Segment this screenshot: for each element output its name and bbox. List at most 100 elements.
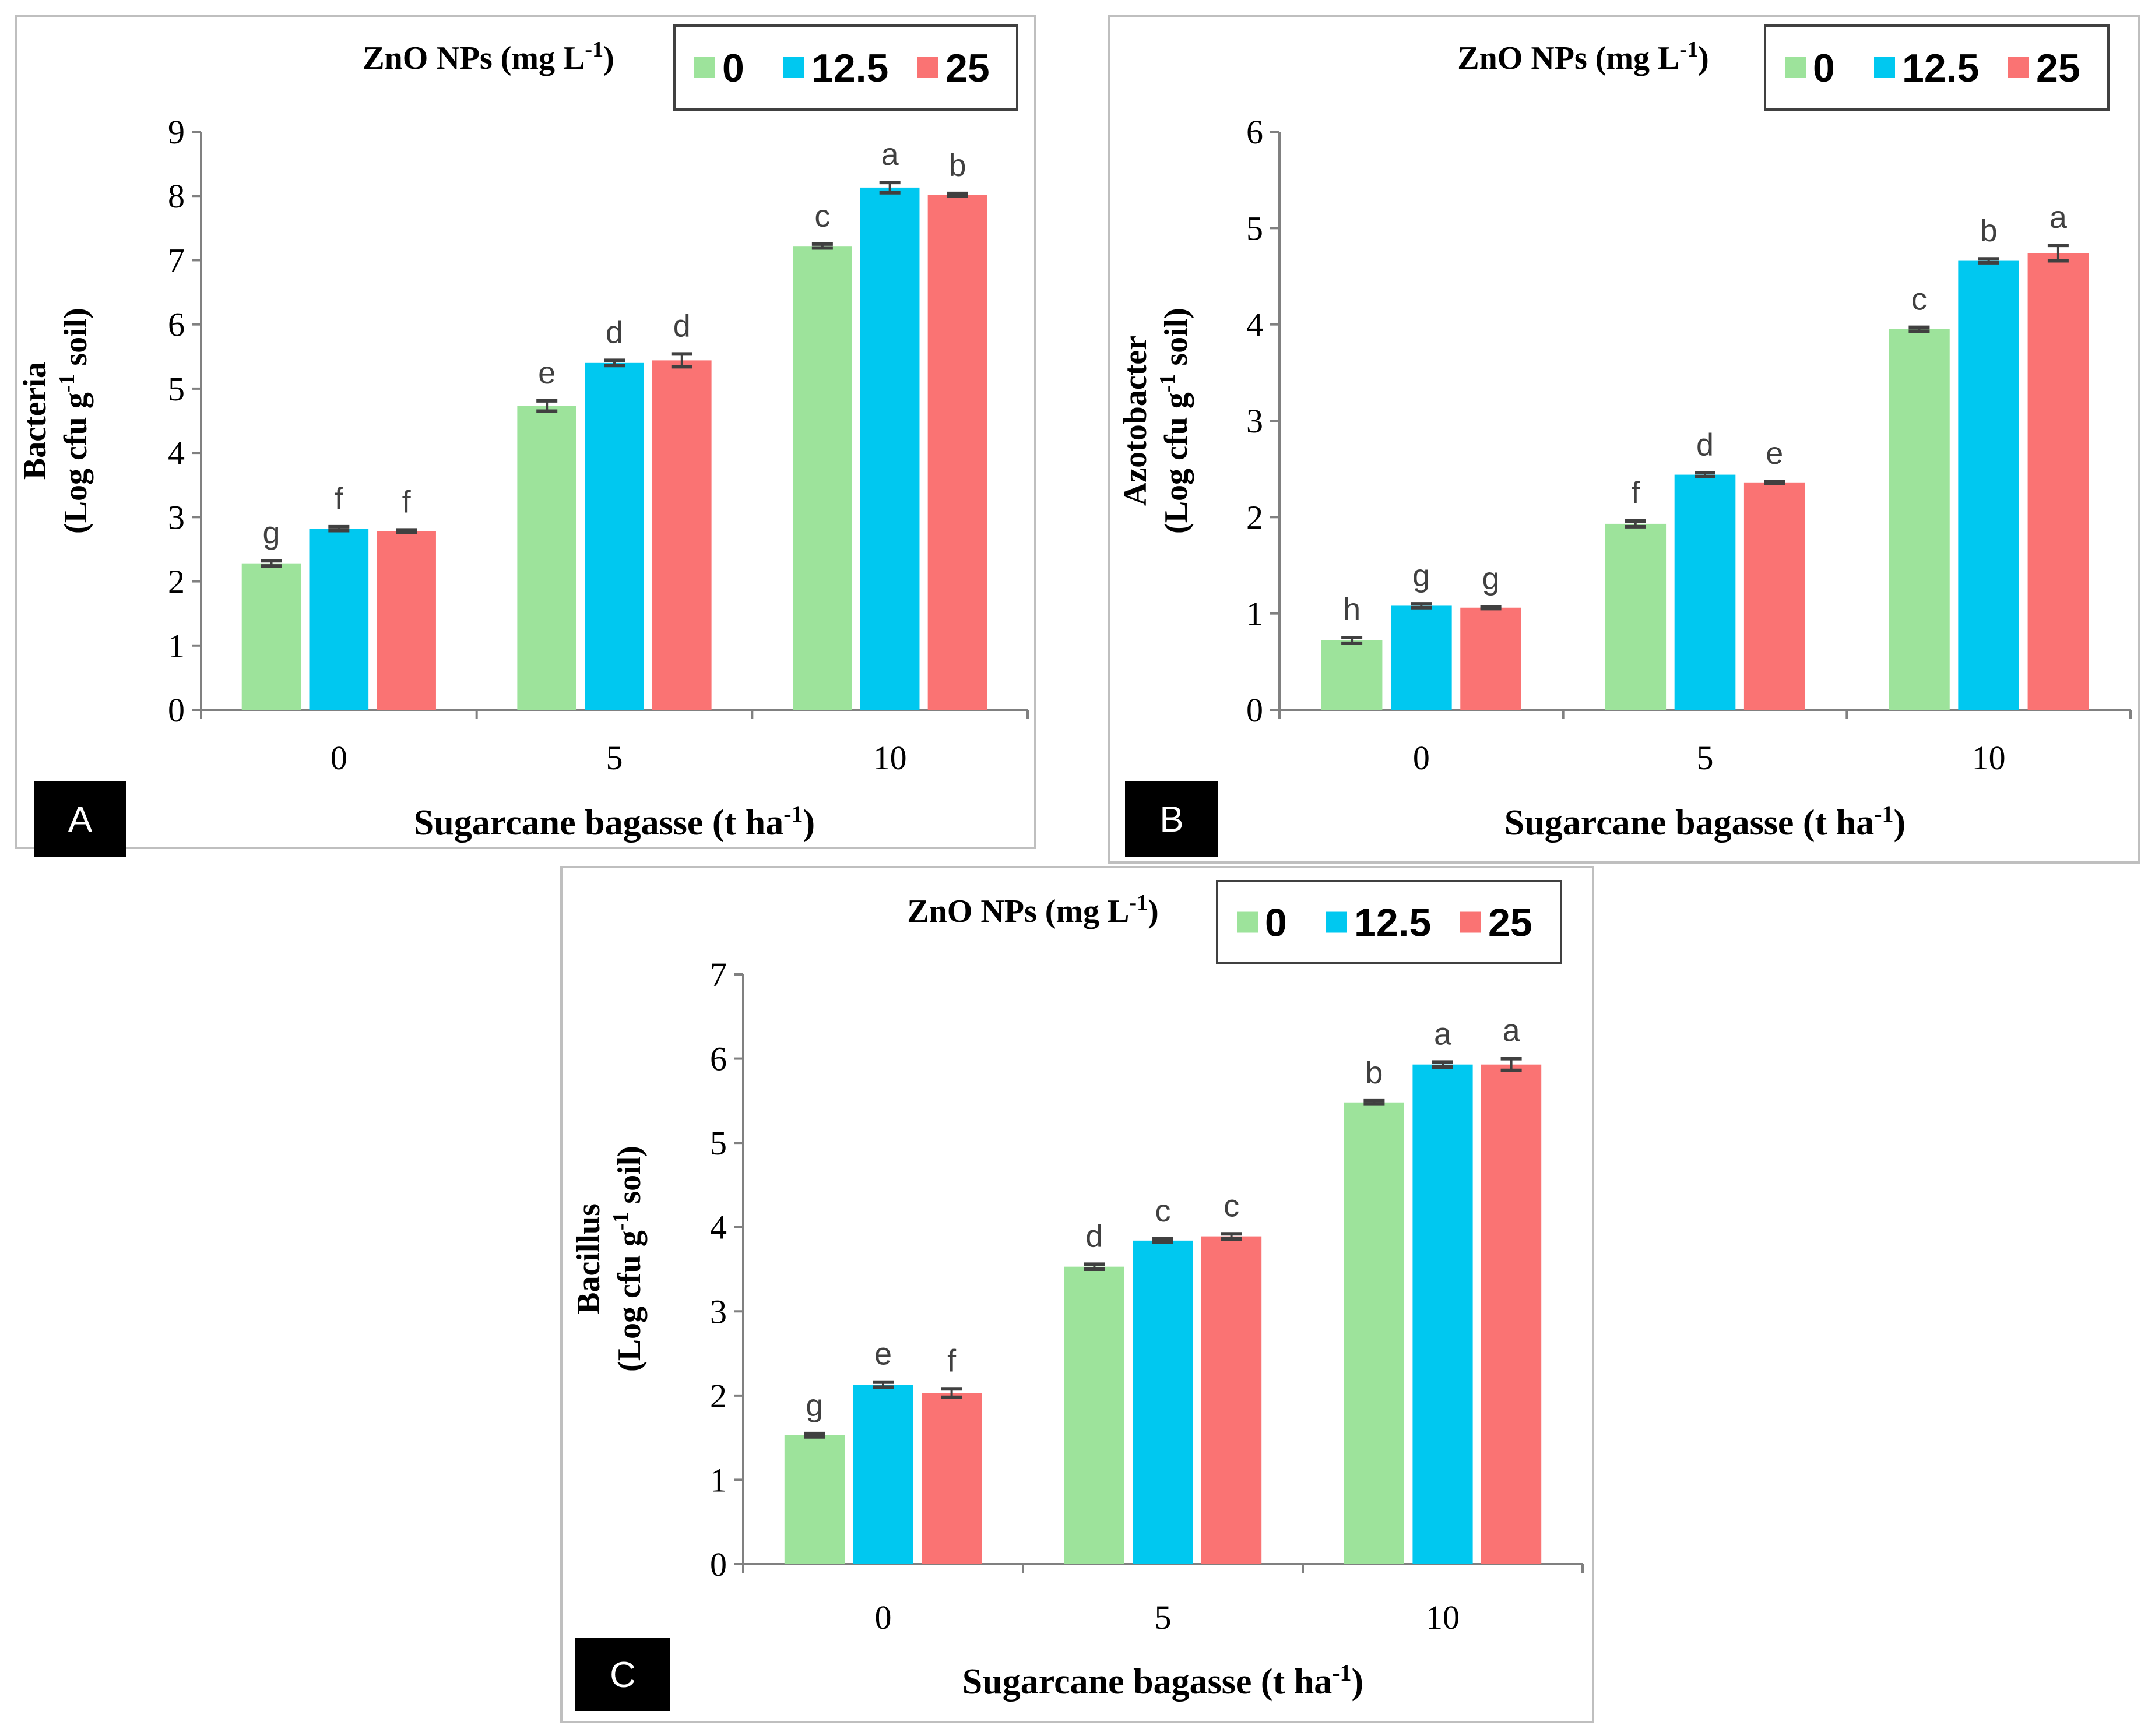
legend-title-text: ZnO NPs (mg L <box>1457 40 1679 76</box>
x-tick-label: 5 <box>1697 739 1714 777</box>
legend-title-close: ) <box>1698 40 1709 76</box>
x-axis-title-text: Sugarcane bagasse (t ha <box>414 803 783 843</box>
y-axis-title: Bacillus (Log cfu g-1 soil) <box>571 1146 648 1372</box>
y-tick-label: 0 <box>1246 691 1263 729</box>
y-tick-label: 4 <box>710 1209 727 1246</box>
x-axis-title-close: ) <box>1894 803 1906 843</box>
y-tick-label: 1 <box>1246 595 1263 633</box>
y-tick-label: 3 <box>168 498 185 536</box>
panel-label: A <box>68 800 93 840</box>
bar-25-5 <box>652 360 712 710</box>
legend-swatch-12_5 <box>1326 911 1347 933</box>
y-tick-label: 8 <box>168 177 185 215</box>
bar-25-5 <box>1201 1236 1262 1564</box>
y-tick-label: 6 <box>168 306 185 344</box>
significance-letter: e <box>874 1337 892 1372</box>
y-axis-title: Bacteria (Log cfu g-1 soil) <box>17 308 94 534</box>
x-axis-title-sup: -1 <box>783 801 803 827</box>
x-axis-title-text: Sugarcane bagasse (t ha <box>962 1662 1332 1702</box>
y-tick-label: 4 <box>1246 306 1263 344</box>
y-axis-title-unit-end: soil) <box>611 1146 648 1212</box>
significance-letter: g <box>1482 561 1500 596</box>
y-tick-label: 2 <box>168 563 185 601</box>
significance-letter: d <box>673 308 691 343</box>
legend-label-12_5: 12.5 <box>1902 46 1979 90</box>
panel-label-box <box>34 781 126 857</box>
legend-title: ZnO NPs (mg L-1) <box>907 890 1158 929</box>
bar-12_5-10 <box>860 187 920 710</box>
legend-swatch-12_5 <box>783 57 804 78</box>
legend-swatch-25 <box>1460 911 1481 933</box>
bar-25-0 <box>922 1393 982 1564</box>
legend-label-0: 0 <box>1813 46 1835 90</box>
x-axis-title-sup: -1 <box>1874 801 1893 827</box>
legend-title-text: ZnO NPs (mg L <box>907 893 1129 929</box>
panel-label-box <box>575 1638 670 1711</box>
x-axis-title: Sugarcane bagasse (t ha-1) <box>414 801 815 843</box>
significance-letter: f <box>402 484 412 519</box>
x-tick-label: 0 <box>331 739 347 777</box>
significance-letter: e <box>1766 436 1783 471</box>
bar-12_5-10 <box>1958 260 2019 710</box>
bar-12_5-5 <box>585 362 644 710</box>
y-axis-title-unit: (Log cfu g <box>611 1230 648 1372</box>
legend-box <box>673 24 1018 111</box>
legend-label-0: 0 <box>722 46 744 90</box>
bar-0-5 <box>1064 1266 1124 1564</box>
y-tick-label: 7 <box>710 956 727 994</box>
y-axis-title-organism: Azotobacter <box>1117 336 1154 506</box>
y-tick-label: 6 <box>1246 113 1263 151</box>
bar-25-10 <box>2027 253 2089 710</box>
legend-title: ZnO NPs (mg L-1) <box>363 37 614 76</box>
legend-swatch-25 <box>917 57 938 78</box>
bar-0-10 <box>1344 1102 1404 1564</box>
y-tick-label: 3 <box>1246 402 1263 440</box>
y-tick-label: 7 <box>168 241 185 279</box>
bar-12_5-5 <box>1674 474 1736 710</box>
legend-swatch-0 <box>1237 911 1258 933</box>
significance-letter: c <box>814 199 830 234</box>
y-tick-label: 2 <box>710 1377 727 1415</box>
legend-title-text: ZnO NPs (mg L <box>363 40 585 76</box>
legend: 0 12.5 25 <box>1216 880 1562 964</box>
significance-letter: a <box>2049 200 2068 235</box>
legend-title: ZnO NPs (mg L-1) <box>1457 37 1708 76</box>
significance-letter: c <box>1155 1193 1171 1228</box>
legend-label-12_5: 12.5 <box>811 46 888 90</box>
significance-letter: g <box>806 1388 823 1423</box>
x-axis-title-text: Sugarcane bagasse (t ha <box>1504 803 1874 843</box>
legend-title-sup: -1 <box>1679 37 1698 62</box>
x-tick-label: 10 <box>873 739 907 777</box>
legend-swatch-12_5 <box>1874 57 1895 78</box>
significance-letter: a <box>1434 1016 1452 1051</box>
legend: 0 12.5 25 <box>673 24 1018 111</box>
significance-letter: h <box>1343 592 1361 627</box>
y-axis-title-unit-end: soil) <box>58 308 94 374</box>
y-tick-label: 5 <box>168 370 185 408</box>
x-axis-title: Sugarcane bagasse (t ha-1) <box>1504 801 1906 843</box>
legend-title-close: ) <box>603 40 614 76</box>
significance-letter: d <box>606 315 623 350</box>
bar-25-10 <box>1481 1064 1542 1564</box>
y-axis-title-unit: (Log cfu g <box>58 392 94 534</box>
significance-letter: g <box>263 515 280 550</box>
significance-letter: d <box>1696 427 1714 462</box>
chart-panel-a: 0 1 2 3 4 5 6 7 8 9 0 g f f 5 e d d 10 c a b Bacteria (Log cfu … <box>15 15 1036 857</box>
significance-letter: g <box>1412 558 1430 593</box>
x-tick-label: 10 <box>1972 739 2006 777</box>
significance-letter: a <box>881 137 899 172</box>
y-axis-title: Azotobacter (Log cfu g-1 soil) <box>1117 308 1194 534</box>
x-tick-label: 5 <box>1155 1598 1172 1636</box>
legend-swatch-25 <box>2008 57 2029 78</box>
legend-label-25: 25 <box>1488 901 1532 945</box>
y-tick-label: 0 <box>710 1545 727 1583</box>
panel-label-box <box>1125 781 1218 857</box>
y-tick-label: 4 <box>168 434 185 472</box>
x-axis-title-sup: -1 <box>1332 1660 1351 1686</box>
significance-letter: f <box>947 1343 957 1378</box>
legend-label-0: 0 <box>1265 901 1287 945</box>
y-axis-title-sup: -1 <box>55 374 79 393</box>
bar-12_5-0 <box>853 1385 913 1564</box>
